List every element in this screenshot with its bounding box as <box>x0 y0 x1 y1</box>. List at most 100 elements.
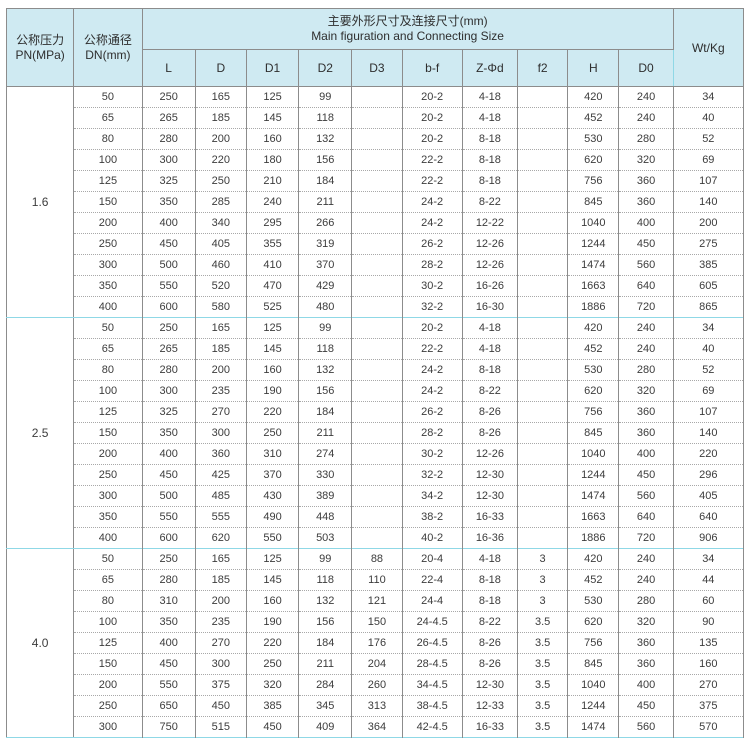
cell-dn: 100 <box>73 149 143 171</box>
cell-dn: 80 <box>73 590 143 612</box>
cell-f2 <box>516 170 569 192</box>
cell-dn: 350 <box>73 275 143 297</box>
cell-bf: 28-2 <box>401 254 463 276</box>
cell-d2: 156 <box>298 149 353 171</box>
cell-d: 235 <box>194 380 247 402</box>
cell-d2: 132 <box>298 590 353 612</box>
cell-h: 420 <box>567 317 620 339</box>
cell-zphid: 12-30 <box>461 674 519 696</box>
page: { "colors":{ "header_bg":"#cfeaf2", "cya… <box>5 8 745 738</box>
cell-d: 375 <box>194 674 247 696</box>
cell-f2: 3.5 <box>516 695 569 717</box>
cell-zphid: 4-18 <box>461 548 519 570</box>
cell-d2: 156 <box>298 380 353 402</box>
cell-l: 325 <box>141 170 196 192</box>
cell-d0: 240 <box>618 338 674 360</box>
cell-f2 <box>516 464 569 486</box>
cell-d: 165 <box>194 317 247 339</box>
cell-d1: 145 <box>245 338 300 360</box>
cell-f2: 3 <box>516 590 569 612</box>
cell-d2: 345 <box>298 695 353 717</box>
cell-dn: 150 <box>73 191 143 213</box>
cell-d3 <box>351 527 403 549</box>
cell-d0: 280 <box>618 590 674 612</box>
cell-l: 325 <box>141 401 196 423</box>
cell-d0: 400 <box>618 212 674 234</box>
cell-d2: 370 <box>298 254 353 276</box>
cell-d: 285 <box>194 191 247 213</box>
cell-bf: 20-4 <box>401 548 463 570</box>
cell-d0: 240 <box>618 86 674 108</box>
cell-d0: 560 <box>618 254 674 276</box>
cell-dn: 80 <box>73 128 143 150</box>
cell-d1: 250 <box>245 653 300 675</box>
cell-f2 <box>516 233 569 255</box>
cell-f2: 3.5 <box>516 632 569 654</box>
cell-zphid: 16-26 <box>461 275 519 297</box>
table-row: 300 500 460 410 370 28-2 12-26 1474 560 385 <box>7 254 745 276</box>
cell-d: 360 <box>194 443 247 465</box>
cell-d2: 184 <box>298 401 353 423</box>
cell-d0: 360 <box>618 632 674 654</box>
cell-dn: 300 <box>73 485 143 507</box>
header-weight: Wt/Kg <box>672 8 745 87</box>
nominal-pressure-cn: 公称压力 <box>16 32 65 47</box>
cell-l: 600 <box>141 296 196 318</box>
cell-zphid: 12-26 <box>461 233 519 255</box>
cell-d: 270 <box>194 401 247 423</box>
cell-bf: 34-4.5 <box>401 674 463 696</box>
cell-wt: 375 <box>672 695 745 717</box>
cell-d2: 118 <box>298 338 353 360</box>
cell-l: 550 <box>141 506 196 528</box>
cell-wt: 220 <box>672 443 745 465</box>
cell-d3 <box>351 170 403 192</box>
cell-f2: 3.5 <box>516 653 569 675</box>
cell-bf: 20-2 <box>401 86 463 108</box>
cell-f2 <box>516 107 569 129</box>
table-row: 350 550 555 490 448 38-2 16-33 1663 640 640 <box>7 506 745 528</box>
cell-d0: 320 <box>618 149 674 171</box>
table-row: 400 600 580 525 480 32-2 16-30 1886 720 865 <box>7 296 745 318</box>
cell-h: 452 <box>567 338 620 360</box>
cell-d2: 118 <box>298 569 353 591</box>
cell-zphid: 12-26 <box>461 443 519 465</box>
cell-d0: 400 <box>618 674 674 696</box>
table-row: 150 350 300 250 211 28-2 8-26 845 360 140 <box>7 422 745 444</box>
cell-d3 <box>351 464 403 486</box>
cell-bf: 26-4.5 <box>401 632 463 654</box>
cell-wt: 135 <box>672 632 745 654</box>
cell-h: 620 <box>567 380 620 402</box>
pn-group-value: 2.5 <box>5 317 75 549</box>
cell-dn: 50 <box>73 548 143 570</box>
header-main-title: 主要外形尺寸及连接尺寸(mm) Main figuration and Conn… <box>141 8 674 50</box>
cell-d2: 211 <box>298 191 353 213</box>
table-row: 65 265 185 145 118 20-2 4-18 452 240 40 <box>7 107 745 129</box>
cell-zphid: 8-26 <box>461 632 519 654</box>
cell-wt: 385 <box>672 254 745 276</box>
table-row: 100 350 235 190 156 150 24-4.5 8-22 3.5 620 320 90 <box>7 611 745 633</box>
cell-wt: 865 <box>672 296 745 318</box>
cell-d1: 320 <box>245 674 300 696</box>
dimensions-table: 公称压力 PN(MPa) 公称通径 DN(mm) 主要外形尺寸及连接尺寸(mm)… <box>5 8 745 738</box>
table-row: 80 310 200 160 132 121 24-4 8-18 3 530 280 60 <box>7 590 745 612</box>
cell-d3 <box>351 485 403 507</box>
cell-d3 <box>351 107 403 129</box>
cell-h: 420 <box>567 86 620 108</box>
cell-h: 845 <box>567 422 620 444</box>
cell-dn: 125 <box>73 401 143 423</box>
cell-zphid: 12-33 <box>461 695 519 717</box>
cell-h: 1040 <box>567 212 620 234</box>
cell-l: 300 <box>141 380 196 402</box>
cell-d3 <box>351 359 403 381</box>
cell-d2: 132 <box>298 128 353 150</box>
cell-d3: 313 <box>351 695 403 717</box>
cell-wt: 34 <box>672 317 745 339</box>
main-title-cn: 主要外形尺寸及连接尺寸(mm) <box>327 14 488 28</box>
cell-h: 452 <box>567 569 620 591</box>
cell-d: 185 <box>194 338 247 360</box>
cell-d2: 211 <box>298 653 353 675</box>
cell-l: 400 <box>141 443 196 465</box>
cell-d: 165 <box>194 86 247 108</box>
cell-d1: 250 <box>245 422 300 444</box>
cell-d: 250 <box>194 170 247 192</box>
